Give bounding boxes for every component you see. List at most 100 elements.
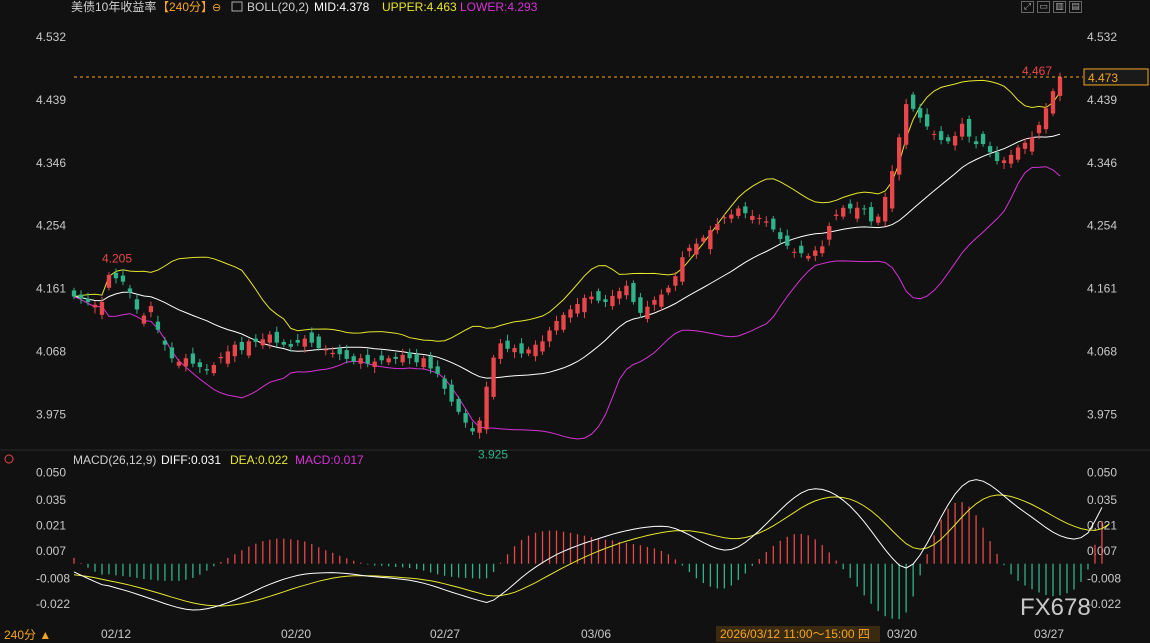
candle-body bbox=[344, 350, 349, 359]
candle-body bbox=[645, 306, 650, 319]
price-axis-tick-left: 4.346 bbox=[36, 156, 66, 170]
candle-body bbox=[470, 428, 475, 432]
candle-body bbox=[813, 250, 818, 256]
candle-body bbox=[959, 123, 965, 137]
candle-body bbox=[1022, 142, 1028, 149]
candle-body bbox=[610, 295, 615, 307]
macd-diff-value: DIFF:0.031 bbox=[161, 453, 221, 467]
crosshair-time-label: 2026/03/12 11:00～15:00 四 bbox=[720, 627, 870, 641]
price-axis-tick-left: 4.161 bbox=[36, 281, 66, 295]
candle-body bbox=[820, 246, 825, 254]
candle-body bbox=[806, 255, 811, 259]
fullscreen-icon[interactable]: ⤢ bbox=[1021, 1, 1034, 13]
candle-body bbox=[141, 315, 147, 324]
last-high-annotation: 4.467 bbox=[1022, 64, 1052, 78]
candle-body bbox=[309, 332, 314, 343]
candle-body bbox=[442, 378, 447, 389]
candle-body bbox=[267, 334, 272, 343]
candle-body bbox=[624, 285, 629, 296]
x-axis-date-label: 03/27 bbox=[1034, 627, 1064, 641]
indicator-toggle-icon[interactable] bbox=[231, 1, 243, 12]
macd-axis-tick-right: 0.050 bbox=[1087, 466, 1117, 480]
candle-body bbox=[477, 420, 482, 433]
candle-body bbox=[127, 288, 133, 293]
candle-body bbox=[463, 413, 468, 423]
candle-body bbox=[659, 294, 664, 307]
split-icon[interactable]: ▥ bbox=[1053, 1, 1066, 13]
candle-body bbox=[547, 330, 552, 342]
candle-body bbox=[554, 320, 559, 331]
candle-body bbox=[589, 296, 594, 300]
candle-body bbox=[575, 304, 580, 314]
candle-body bbox=[596, 291, 601, 301]
watermark-logo: FX678 bbox=[1020, 594, 1091, 621]
candle-body bbox=[750, 215, 755, 220]
candle-body bbox=[778, 232, 783, 239]
candle-body bbox=[694, 243, 699, 255]
candle-body bbox=[666, 287, 671, 293]
candle-body bbox=[393, 356, 398, 359]
candle-body bbox=[330, 352, 335, 355]
candle-body bbox=[358, 358, 363, 364]
candle-body bbox=[232, 344, 238, 357]
macd-axis-tick-left: 0.007 bbox=[36, 544, 66, 558]
price-axis-tick-right: 4.254 bbox=[1087, 218, 1117, 232]
x-axis-date-label: 02/12 bbox=[101, 627, 131, 641]
candle-body bbox=[638, 297, 643, 313]
period-selector-button[interactable]: 240分 ▲ bbox=[4, 628, 51, 642]
boll-indicator-label: BOLL(20,2) bbox=[247, 0, 309, 14]
candle-body bbox=[421, 358, 426, 368]
instrument-title: 美债10年收益率 bbox=[71, 0, 156, 14]
macd-settings-icon[interactable] bbox=[4, 454, 14, 464]
candle-body bbox=[491, 357, 496, 397]
layout-icon[interactable]: ▤ bbox=[1069, 1, 1082, 13]
candle-body bbox=[764, 221, 769, 223]
candle-body bbox=[631, 283, 636, 302]
candle-body bbox=[190, 353, 196, 364]
candle-body bbox=[729, 214, 734, 219]
candle-body bbox=[512, 348, 517, 353]
boll-mid-value: MID:4.378 bbox=[314, 0, 370, 14]
candle-body bbox=[456, 398, 461, 412]
candle-body bbox=[99, 301, 105, 315]
candle-body bbox=[407, 352, 412, 359]
candle-body bbox=[414, 354, 419, 363]
window-icon[interactable]: ▭ bbox=[1037, 1, 1050, 13]
candle-body bbox=[337, 348, 342, 355]
price-axis-tick-right: 3.975 bbox=[1087, 408, 1117, 422]
candle-body bbox=[841, 207, 846, 217]
candle-body bbox=[952, 135, 958, 146]
candle-body bbox=[218, 356, 224, 359]
settings-icon[interactable]: ⊖ bbox=[212, 2, 221, 14]
candle-body bbox=[106, 274, 112, 288]
price-axis-tick-left: 4.439 bbox=[36, 93, 66, 107]
candle-body bbox=[708, 230, 713, 250]
macd-axis-tick-left: 0.035 bbox=[36, 493, 66, 507]
price-axis-tick-left: 4.068 bbox=[36, 344, 66, 358]
candle-body bbox=[533, 344, 538, 357]
price-axis-tick-right: 4.532 bbox=[1087, 30, 1117, 44]
candle-body bbox=[85, 298, 91, 302]
candle-body bbox=[526, 349, 531, 354]
candle-body bbox=[1001, 160, 1007, 164]
price-axis-tick-left: 4.254 bbox=[36, 218, 66, 232]
x-axis-date-label: 03/06 bbox=[581, 627, 611, 641]
candle-body bbox=[274, 331, 279, 343]
boll-lower-line bbox=[73, 166, 1061, 440]
macd-axis-tick-left: -0.022 bbox=[36, 597, 70, 611]
candle-body bbox=[680, 257, 685, 282]
low-annotation: 3.925 bbox=[478, 447, 508, 461]
price-panel: 4.532 4.532 4.439 4.439 4.346 4.346 4.254 4.254… bbox=[0, 30, 1150, 461]
candle-body bbox=[673, 276, 678, 286]
price-axis-tick-left: 4.532 bbox=[36, 30, 66, 44]
candle-body bbox=[973, 141, 979, 145]
candle-body bbox=[652, 299, 657, 305]
candle-body bbox=[903, 104, 909, 145]
crosshair-time-box bbox=[716, 626, 880, 642]
x-axis-date-label: 03/20 bbox=[887, 627, 917, 641]
candle-body bbox=[687, 247, 692, 252]
candle-body bbox=[1015, 147, 1021, 160]
candle-body bbox=[1050, 91, 1056, 114]
candle-body bbox=[1008, 154, 1014, 164]
current-price-label: 4.473 bbox=[1088, 71, 1118, 85]
